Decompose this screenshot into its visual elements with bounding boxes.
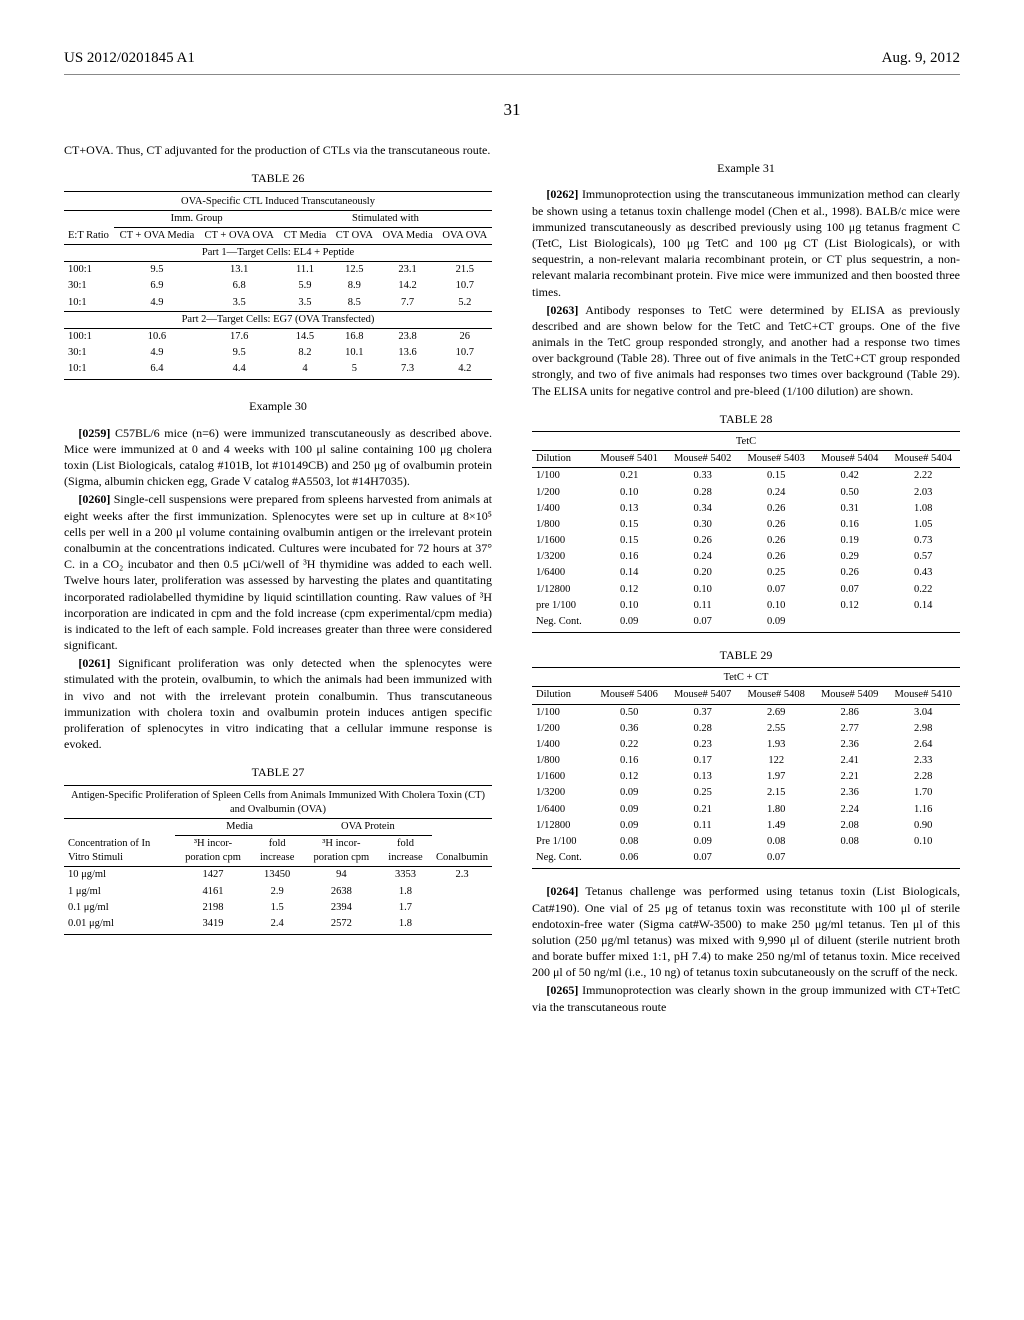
table-row: 100:19.513.111.112.523.121.5 [64, 262, 492, 279]
t28-m4: Mouse# 5404 [813, 451, 887, 468]
th-c4: CT OVA [331, 227, 378, 244]
t29-m1: Mouse# 5406 [592, 687, 666, 704]
intro-paragraph: CT+OVA. Thus, CT adjuvanted for the prod… [64, 142, 492, 158]
th-c6: OVA OVA [438, 227, 492, 244]
th-c1: CT + OVA Media [114, 227, 199, 244]
t29-m4: Mouse# 5409 [813, 687, 887, 704]
th-h1: ³H incor-poration cpm [175, 836, 250, 867]
table-row: 1/16000.150.260.260.190.73 [532, 533, 960, 549]
table26-stim-header: Stimulated with [279, 210, 492, 227]
t29-dil: Dilution [532, 687, 592, 704]
t29-m5: Mouse# 5410 [886, 687, 960, 704]
table-row: 1/1000.500.372.692.863.04 [532, 704, 960, 721]
t28-m3: Mouse# 5403 [739, 451, 813, 468]
example31-heading: Example 31 [532, 160, 960, 176]
table28: TetC Dilution Mouse# 5401 Mouse# 5402 Mo… [532, 431, 960, 633]
page-header: US 2012/0201845 A1 Aug. 9, 2012 [64, 48, 960, 75]
th-c5: OVA Media [378, 227, 438, 244]
publication-number: US 2012/0201845 A1 [64, 48, 195, 68]
table26-part1: Part 1—Target Cells: EL4 + Peptide [64, 245, 492, 262]
table27-caption: Antigen-Specific Proliferation of Spleen… [64, 788, 492, 819]
para-0265: [0265] Immunoprotection was clearly show… [532, 982, 960, 1014]
table29-caption: TetC + CT [532, 670, 960, 687]
th-c2: CT + OVA OVA [199, 227, 278, 244]
table-row: 0.01 μg/ml34192.425721.8 [64, 916, 492, 932]
t28-m5: Mouse# 5404 [886, 451, 960, 468]
table-row: 1/32000.090.252.152.361.70 [532, 785, 960, 801]
table26-label: TABLE 26 [64, 170, 492, 186]
example30-heading: Example 30 [64, 398, 492, 414]
t28-m2: Mouse# 5402 [666, 451, 740, 468]
para-0261: [0261] Significant proliferation was onl… [64, 655, 492, 752]
table-row: Neg. Cont.0.090.070.09 [532, 614, 960, 630]
t29-m3: Mouse# 5408 [739, 687, 813, 704]
table27-label: TABLE 27 [64, 764, 492, 780]
table-row: 100:110.617.614.516.823.826 [64, 328, 492, 345]
table29-label: TABLE 29 [532, 647, 960, 663]
table-row: 1/64000.140.200.250.260.43 [532, 565, 960, 581]
publication-date: Aug. 9, 2012 [882, 48, 960, 68]
table-row: 1/4000.130.340.260.311.08 [532, 501, 960, 517]
table-row: 1/4000.220.231.932.362.64 [532, 737, 960, 753]
para-0263: [0263] Antibody responses to TetC were d… [532, 302, 960, 399]
para-0262: [0262] Immunoprotection using the transc… [532, 186, 960, 299]
table28-label: TABLE 28 [532, 411, 960, 427]
th-f2: fold increase [379, 836, 432, 867]
para-0259: [0259] C57BL/6 mice (n=6) were immunized… [64, 425, 492, 490]
table-row: 1/32000.160.240.260.290.57 [532, 549, 960, 565]
t28-m1: Mouse# 5401 [592, 451, 666, 468]
t27-ova: OVA Protein [304, 818, 432, 835]
table-row: 1/128000.090.111.492.080.90 [532, 818, 960, 834]
table-row: 10:16.44.4457.34.2 [64, 361, 492, 377]
table26-imm-header: Imm. Group [114, 210, 279, 227]
th-ratio: E:T Ratio [64, 227, 114, 244]
table-row: 1/1000.210.330.150.422.22 [532, 468, 960, 485]
right-column: Example 31 [0262] Immunoprotection using… [532, 142, 960, 1017]
para-0260: [0260] Single-cell suspensions were prep… [64, 491, 492, 653]
table-row: 1 μg/ml41612.926381.8 [64, 884, 492, 900]
table29: TetC + CT Dilution Mouse# 5406 Mouse# 54… [532, 667, 960, 869]
t28-dil: Dilution [532, 451, 592, 468]
table-row: pre 1/1000.100.110.100.120.14 [532, 598, 960, 614]
th-f1: fold increase [251, 836, 304, 867]
page-number: 31 [64, 99, 960, 122]
table-row: 30:16.96.85.98.914.210.7 [64, 278, 492, 294]
table-row: 0.1 μg/ml21981.523941.7 [64, 900, 492, 916]
table-row: Neg. Cont.0.060.070.07 [532, 850, 960, 866]
table-row: 1/8000.150.300.260.161.05 [532, 517, 960, 533]
t27-media: Media [175, 818, 303, 835]
table26-part2: Part 2—Target Cells: EG7 (OVA Transfecte… [64, 311, 492, 328]
table-row: 30:14.99.58.210.113.610.7 [64, 345, 492, 361]
table26: OVA-Specific CTL Induced Transcutaneousl… [64, 191, 492, 381]
table-row: 10:14.93.53.58.57.75.2 [64, 295, 492, 312]
table-row: 10 μg/ml1427134509433532.3 [64, 867, 492, 884]
table-row: 1/128000.120.100.070.070.22 [532, 582, 960, 598]
th-con: Conalbumin [432, 836, 492, 867]
table27: Antigen-Specific Proliferation of Spleen… [64, 785, 492, 936]
th-conc: Concentration of In Vitro Stimuli [64, 836, 175, 867]
table-row: Pre 1/1000.080.090.080.080.10 [532, 834, 960, 850]
table-row: 1/64000.090.211.802.241.16 [532, 802, 960, 818]
table-row: 1/2000.100.280.240.502.03 [532, 485, 960, 501]
table28-caption: TetC [532, 434, 960, 451]
table-row: 1/2000.360.282.552.772.98 [532, 721, 960, 737]
th-h2: ³H incor-poration cpm [304, 836, 379, 867]
para-0264: [0264] Tetanus challenge was performed u… [532, 883, 960, 980]
table26-caption: OVA-Specific CTL Induced Transcutaneousl… [64, 194, 492, 211]
t29-m2: Mouse# 5407 [666, 687, 740, 704]
table-row: 1/8000.160.171222.412.33 [532, 753, 960, 769]
th-c3: CT Media [279, 227, 331, 244]
left-column: CT+OVA. Thus, CT adjuvanted for the prod… [64, 142, 492, 1017]
table-row: 1/16000.120.131.972.212.28 [532, 769, 960, 785]
